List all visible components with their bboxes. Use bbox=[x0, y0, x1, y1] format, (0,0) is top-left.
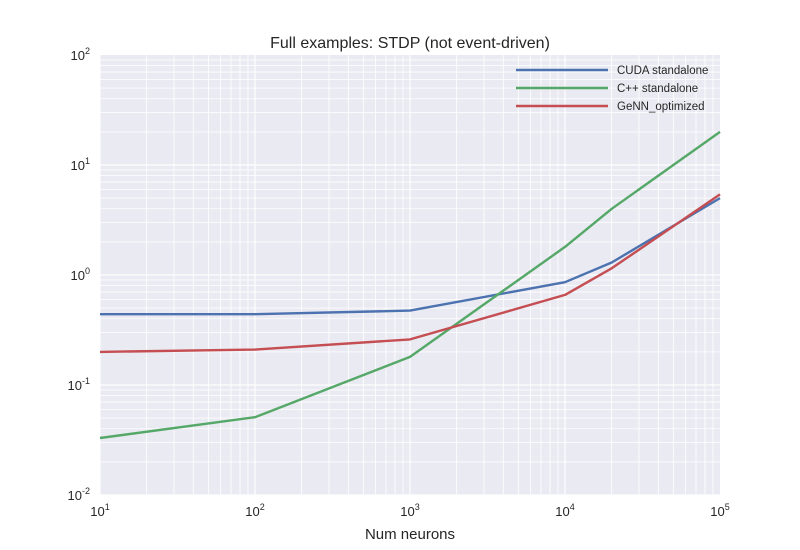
y-tick-labels: 10-2 10-1 100 101 102 bbox=[68, 46, 90, 503]
y-tick-label: 10-2 bbox=[68, 486, 90, 503]
x-axis-label: Num neurons bbox=[365, 526, 455, 543]
y-tick-label: 102 bbox=[71, 46, 90, 63]
x-tick-label: 102 bbox=[245, 502, 264, 519]
legend-label-1: C++ standalone bbox=[617, 83, 698, 95]
legend: CUDA standalone C++ standalone GeNN_optimi… bbox=[516, 65, 708, 113]
x-tick-labels: 101 102 103 104 105 bbox=[90, 502, 729, 519]
x-tick-label: 103 bbox=[400, 502, 419, 519]
grid bbox=[99, 55, 720, 496]
x-tick-label: 104 bbox=[555, 502, 574, 519]
y-tick-label: 100 bbox=[71, 266, 90, 283]
legend-label-2: GeNN_optimized bbox=[617, 101, 705, 113]
y-tick-label: 101 bbox=[71, 156, 90, 173]
series-layer bbox=[99, 130, 721, 440]
legend-label-0: CUDA standalone bbox=[617, 65, 708, 77]
x-tick-label: 105 bbox=[710, 502, 729, 519]
series-line-2 bbox=[99, 193, 721, 354]
series-line-1 bbox=[99, 130, 721, 440]
series-line-0 bbox=[100, 197, 721, 316]
y-tick-label: 10-1 bbox=[68, 376, 90, 393]
chart-title: Full examples: STDP (not event-driven) bbox=[270, 35, 550, 52]
x-tick-label: 101 bbox=[90, 502, 109, 519]
